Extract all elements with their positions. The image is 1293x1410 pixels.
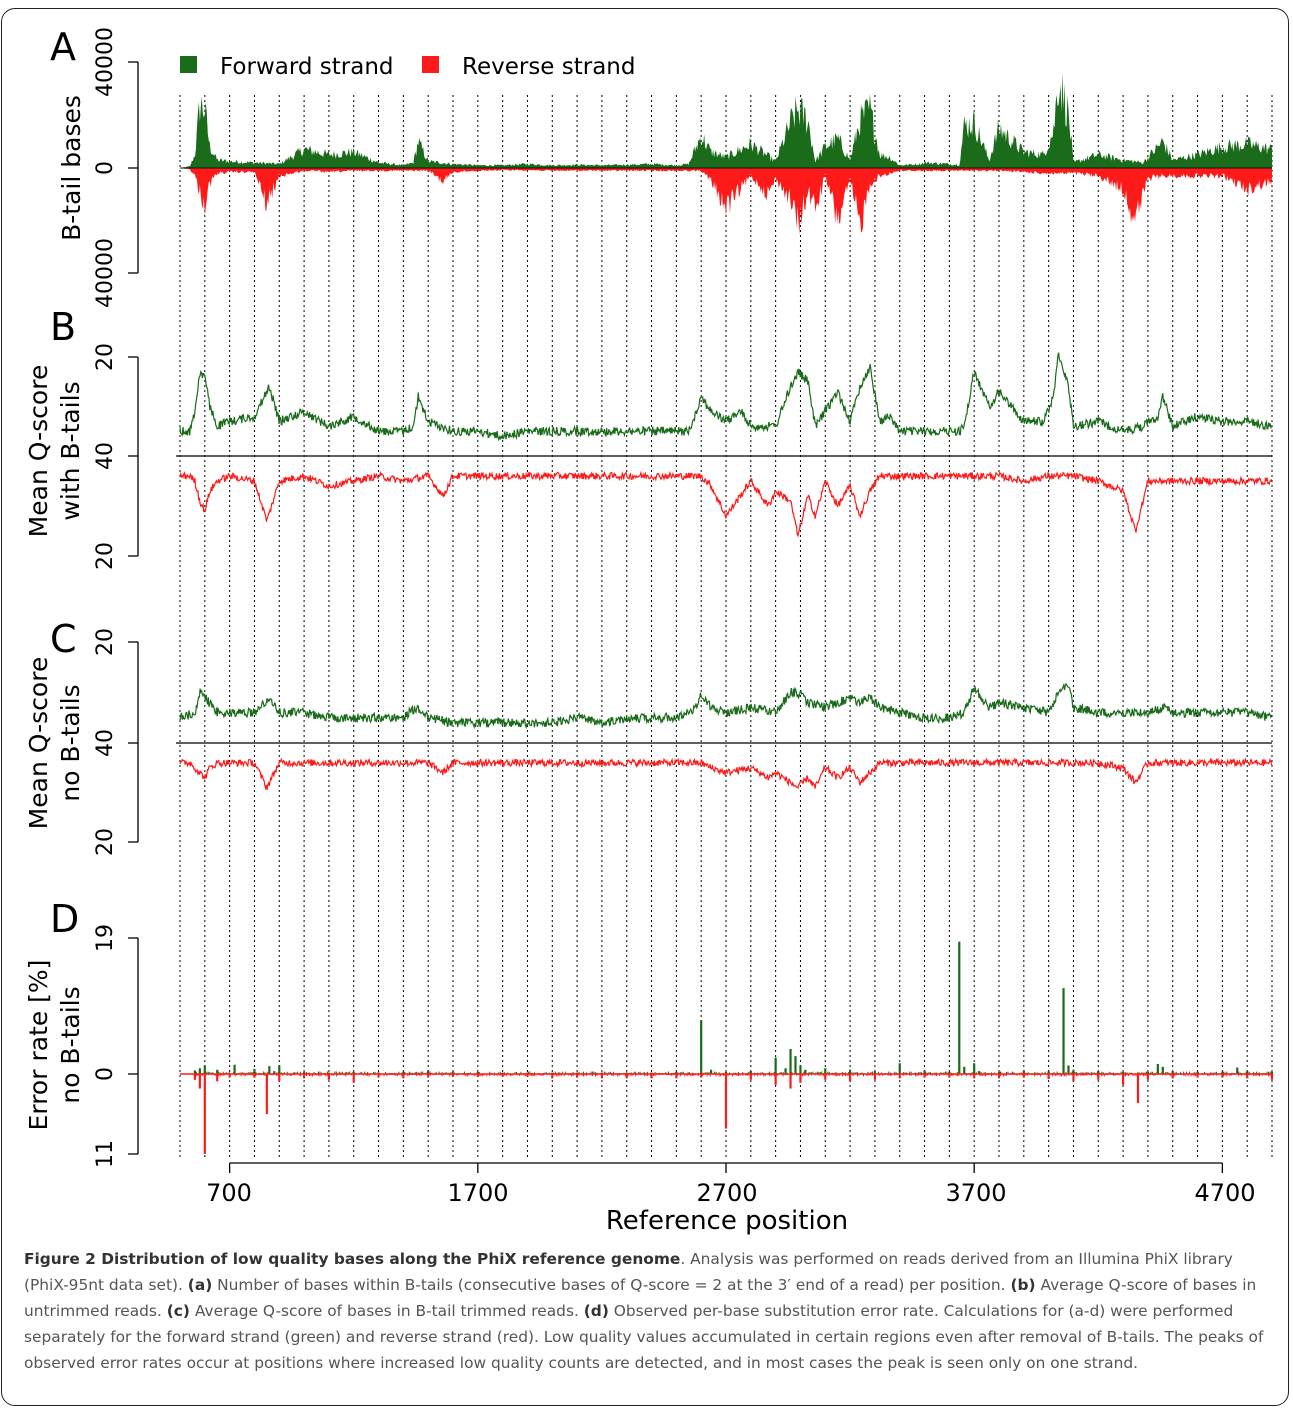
panel-letter-a: A: [50, 25, 76, 69]
caption-text-d: Observed per-base substitution error rat…: [24, 1302, 1264, 1372]
legend-label-forward: Forward strand: [220, 54, 394, 80]
ylabel-c-line1: Mean Q-score: [24, 657, 53, 830]
ytick-b-bot: 20: [93, 542, 118, 570]
caption-heading: Figure 2 Distribution of low quality bas…: [24, 1250, 681, 1268]
xtick-2700: 2700: [696, 1179, 757, 1207]
ytick-a-top: 40000: [93, 27, 118, 97]
axes-layer: [128, 61, 1272, 1173]
caption-label-d: (d): [583, 1302, 609, 1320]
figure-chart: Forward strand Reverse strand A B C D 40…: [24, 25, 1274, 1236]
legend-label-reverse: Reverse strand: [462, 54, 636, 80]
ytick-b-mid: 40: [93, 442, 118, 470]
ylabel-c-line2: no B-tails: [56, 684, 85, 801]
caption-label-c: (c): [166, 1302, 190, 1320]
ytick-c-top: 20: [93, 628, 118, 656]
ytick-c-mid: 40: [93, 729, 118, 757]
panel-b-reverse-line: [179, 470, 1273, 538]
figure-caption: Figure 2 Distribution of low quality bas…: [24, 1246, 1274, 1376]
ylabel-b-line1: Mean Q-score: [24, 365, 53, 538]
caption-text-c: Average Q-score of bases in B-tail trimm…: [189, 1302, 584, 1320]
caption-label-a: (a): [187, 1276, 213, 1294]
ytick-a-mid: 0: [93, 161, 118, 175]
caption-label-b: (b): [1010, 1276, 1036, 1294]
figure-frame: [1, 8, 1289, 1406]
ylabel-d-line1: Error rate [%]: [24, 960, 53, 1131]
ylabel-d-line2: no B-tails: [56, 986, 85, 1103]
ylabel-b-line2: with B-tails: [56, 381, 85, 520]
panel-c-reverse-line: [179, 757, 1273, 791]
caption-text-b: Average Q-score of bases in untrimmed re…: [24, 1276, 1257, 1320]
ytick-d-mid: 0: [93, 1067, 118, 1081]
ytick-b-top: 20: [93, 343, 118, 371]
ytick-d-top: 19: [93, 924, 118, 952]
legend-swatch-reverse: [422, 56, 439, 73]
xtick-3700: 3700: [945, 1179, 1006, 1207]
caption-text-a: Number of bases within B-tails (consecut…: [212, 1276, 1011, 1294]
ylabel-a: B-tail bases: [57, 95, 86, 241]
xtick-4700: 4700: [1194, 1179, 1255, 1207]
xtick-700: 700: [206, 1179, 252, 1207]
series-layer: [179, 72, 1274, 1154]
panel-b-forward-line: [179, 352, 1272, 442]
panel-letter-c: C: [50, 617, 77, 661]
ytick-a-bot: 40000: [93, 238, 118, 308]
caption-text-intro: . Analysis was performed on reads derive…: [24, 1250, 1233, 1294]
panel-c-forward-line: [179, 682, 1273, 730]
ytick-d-bot: 11: [93, 1140, 118, 1168]
legend-swatch-forward: [180, 56, 197, 73]
legend: Forward strand Reverse strand: [180, 54, 636, 80]
area-a-reverse: [180, 168, 1272, 235]
panel-letter-b: B: [50, 305, 76, 349]
ytick-c-bot: 20: [93, 828, 118, 856]
xtick-1700: 1700: [447, 1179, 508, 1207]
panel-letter-d: D: [50, 897, 79, 941]
vertical-gridlines: [179, 95, 1273, 1160]
area-a-forward: [180, 72, 1272, 168]
x-axis-label: Reference position: [606, 1206, 848, 1236]
